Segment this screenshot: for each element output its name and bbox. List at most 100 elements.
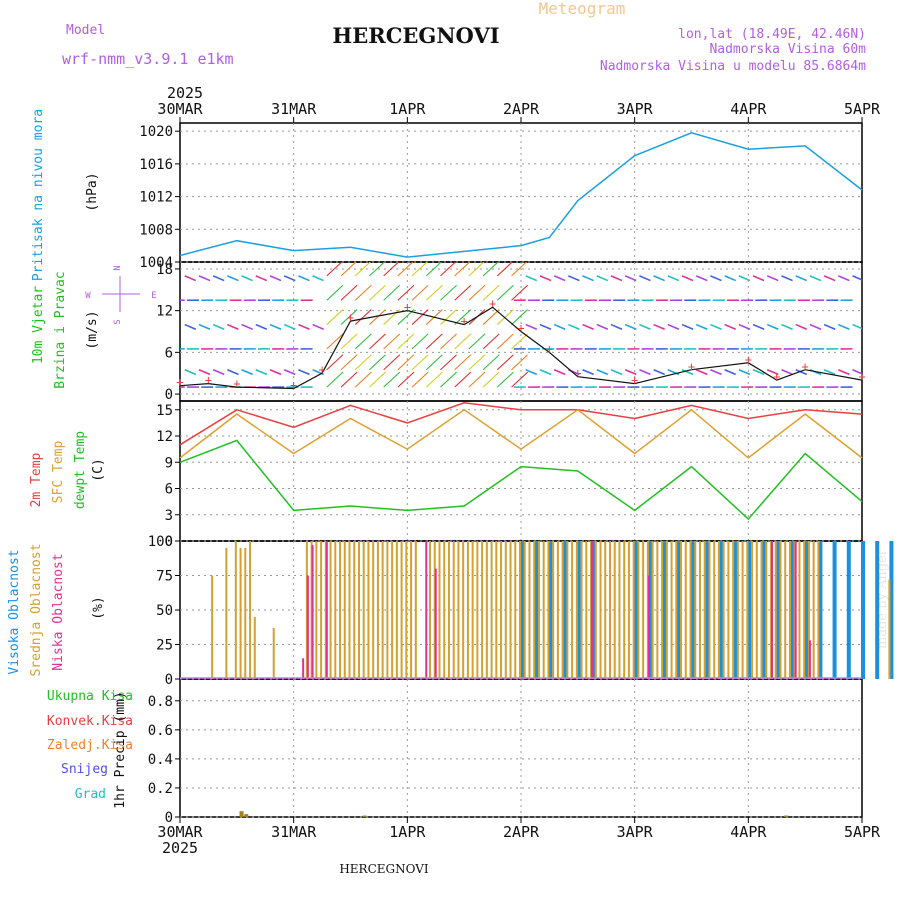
wind-arrow [426, 355, 442, 370]
wind-arrow [568, 325, 579, 330]
wind-gust-mark: + [205, 373, 212, 387]
wind-arrow [512, 372, 528, 387]
wind-arrow [185, 325, 196, 330]
y-tick-label: 0.4 [148, 752, 173, 768]
wind-arrow [412, 261, 428, 276]
wind-arrow [497, 285, 513, 300]
wind-arrow [469, 285, 485, 300]
wind-arrow [838, 276, 849, 281]
cloud-bar [358, 541, 360, 679]
cloud-bar [571, 541, 573, 679]
wind-gust-mark: + [290, 378, 297, 392]
wind-arrow [213, 325, 224, 330]
wind-arrow [781, 276, 792, 281]
plot-area: 30MAR30MAR31MAR31MAR1APR1APR2APR2APR3APR… [139, 100, 900, 841]
wind-arrow [355, 310, 371, 325]
wind-arrow [384, 285, 400, 300]
wind-arrow [355, 372, 371, 387]
cloud-bar [595, 541, 597, 679]
y-tick-label: 1016 [139, 157, 173, 173]
cloud-bar [377, 541, 379, 679]
temp-ylabel-3: dewpt Temp [73, 431, 88, 509]
time-label-top: 4APR [730, 100, 767, 118]
wind-arrow [455, 334, 471, 349]
cloud-bar [727, 541, 729, 679]
cloud-bar [386, 541, 388, 679]
cloud-bar [528, 541, 530, 679]
wind-arrow [440, 372, 456, 387]
wind-arrow [554, 370, 565, 375]
wind-arrow [227, 276, 238, 281]
cloud-bar [699, 541, 701, 679]
wind-gust-mark: + [546, 342, 553, 356]
wind-arrow [526, 276, 537, 281]
compass-e: E [151, 291, 156, 301]
wind-arrow [426, 334, 442, 349]
wind-arrow [710, 370, 721, 375]
cloud-bar [798, 541, 800, 679]
y-tick-label: 1008 [139, 222, 173, 238]
wind-arrow [455, 261, 471, 276]
cloud-bar [680, 541, 682, 679]
cloud-bar [500, 541, 502, 679]
wind-arrow [313, 325, 324, 330]
precip-bar [240, 811, 244, 817]
wind-arrow [327, 372, 343, 387]
cloud-bar [514, 541, 516, 679]
wind-arrow [469, 372, 485, 387]
wind-ylabel-1: 10m Vjetar [31, 286, 46, 364]
wind-arrow [270, 325, 281, 330]
wind-arrow [384, 310, 400, 325]
cloud-bar [661, 541, 663, 679]
cloud-bar [675, 541, 677, 679]
pressure-unit: (hPa) [85, 172, 100, 211]
cloud-bar [761, 541, 763, 679]
wind-arrow [611, 325, 622, 330]
wind-arrow [327, 334, 343, 349]
wind-gust-mark: + [404, 300, 411, 314]
time-label-top: 5APR [844, 100, 881, 118]
cloud-bar [312, 545, 314, 679]
wind-arrow [696, 325, 707, 330]
cloud-bar [633, 541, 635, 679]
cloud-bar [249, 541, 251, 679]
wind-arrow [583, 370, 594, 375]
y-tick-label: 18 [156, 262, 173, 278]
cloud-bar [486, 541, 488, 679]
model-elevation-label: Nadmorska Visina u modelu 85.6864m [600, 59, 866, 74]
cloud-bar [751, 541, 753, 679]
y-tick-label: 9 [165, 455, 173, 471]
cloud-bar [240, 548, 242, 679]
cloud-bar [505, 541, 507, 679]
wind-arrow [369, 334, 385, 349]
wind-arrow [668, 276, 679, 281]
wind-arrow [440, 355, 456, 370]
y-tick-label: 25 [156, 638, 173, 654]
wind-arrow [540, 325, 551, 330]
wind-arrow [597, 276, 608, 281]
wind-arrow [341, 334, 357, 349]
wind-arrow [384, 372, 400, 387]
wind-arrow [327, 310, 343, 325]
y-tick-label: 3 [165, 508, 173, 524]
pressure-ylabel: Pritisak na nivou mora [31, 109, 46, 281]
wind-arrow [639, 370, 650, 375]
wind-gust-mark: + [233, 377, 240, 391]
y-tick-label: 12 [156, 304, 173, 320]
wind-arrow [199, 325, 210, 330]
wind-ylabel-2: Brzina i Pravac [53, 271, 68, 388]
cloud-ylabel-1: Visoka Oblacnost [7, 549, 22, 674]
cloud-bar [591, 541, 593, 679]
wind-arrow [355, 334, 371, 349]
cloud-bar [784, 541, 786, 679]
cloud-bar [334, 541, 336, 679]
cloud-bar [524, 541, 526, 679]
cloud-bar [618, 541, 620, 679]
cloud-bar [875, 541, 879, 679]
wind-arrow [440, 285, 456, 300]
cloud-bar [690, 541, 692, 679]
wind-arrow [554, 325, 565, 330]
cloud-bar [888, 580, 890, 679]
wind-arrow [440, 261, 456, 276]
cloud-bar [467, 541, 469, 679]
